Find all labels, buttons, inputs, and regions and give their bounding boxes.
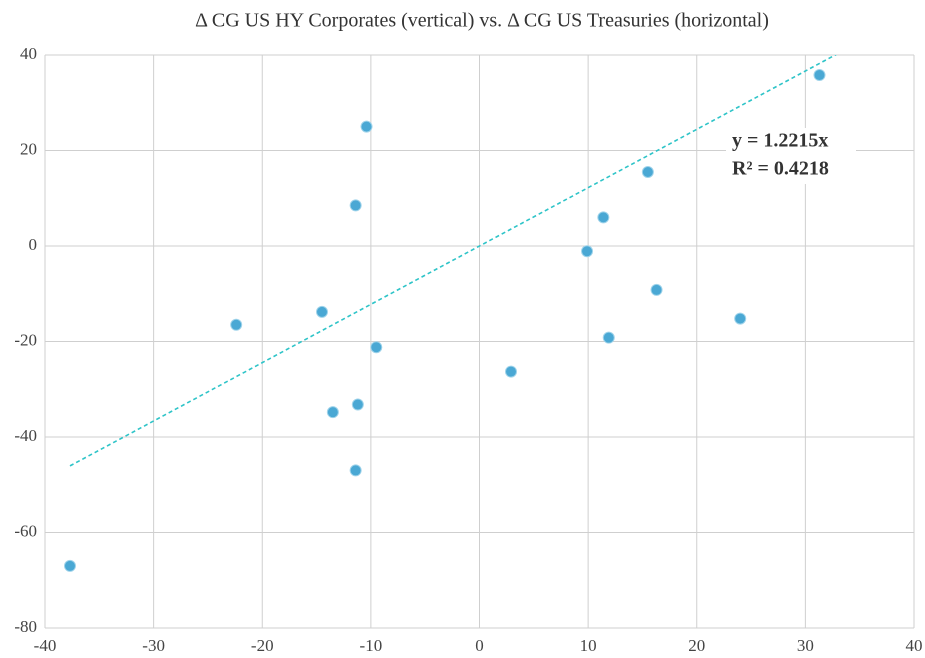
- point: [813, 69, 826, 82]
- x-tick-label: 20: [688, 636, 705, 655]
- x-tick-label: -20: [251, 636, 274, 655]
- trendline: [69, 55, 837, 467]
- point: [63, 559, 76, 572]
- annotation-box: [726, 128, 856, 184]
- point: [602, 331, 615, 344]
- y-tick-label: 40: [20, 44, 37, 63]
- y-tick-label: 20: [20, 139, 37, 158]
- point: [349, 199, 362, 212]
- point: [349, 464, 362, 477]
- y-tick-label: -60: [14, 521, 37, 540]
- x-tick-label: 10: [580, 636, 597, 655]
- x-tick-label: -40: [34, 636, 57, 655]
- point: [734, 312, 747, 325]
- x-tick-label: -10: [360, 636, 383, 655]
- point: [505, 365, 518, 378]
- y-tick-label: -40: [14, 426, 37, 445]
- chart-title: Δ CG US HY Corporates (vertical) vs. Δ C…: [195, 10, 769, 32]
- point: [370, 341, 383, 354]
- point: [641, 165, 654, 178]
- point: [315, 305, 328, 318]
- x-tick-label: 30: [797, 636, 814, 655]
- point: [597, 211, 610, 224]
- y-tick-label: -80: [14, 617, 37, 636]
- x-tick-label: -30: [142, 636, 165, 655]
- y-tick-label: 0: [29, 235, 38, 254]
- x-tick-label: 0: [475, 636, 484, 655]
- trend-r-squared: R² = 0.4218: [732, 158, 829, 180]
- y-tick-label: -20: [14, 330, 37, 349]
- point: [351, 398, 364, 411]
- point: [581, 245, 594, 258]
- point: [360, 120, 373, 133]
- point: [326, 406, 339, 419]
- x-tick-label: 40: [906, 636, 923, 655]
- trend-equation: y = 1.2215x: [732, 130, 828, 152]
- point: [650, 283, 663, 296]
- point: [230, 318, 243, 331]
